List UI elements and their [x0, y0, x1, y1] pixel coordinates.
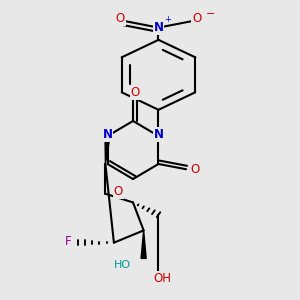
- Text: −: −: [206, 9, 215, 19]
- Text: N: N: [154, 128, 164, 141]
- Text: N: N: [103, 128, 112, 141]
- Text: O: O: [130, 86, 140, 99]
- Text: O: O: [190, 163, 199, 176]
- Polygon shape: [141, 230, 146, 258]
- Text: O: O: [113, 185, 123, 199]
- Text: O: O: [192, 12, 201, 26]
- Text: O: O: [116, 12, 125, 26]
- Text: OH: OH: [153, 272, 171, 285]
- Text: N: N: [154, 21, 164, 34]
- Text: +: +: [164, 15, 171, 24]
- Text: HO: HO: [114, 260, 131, 270]
- Polygon shape: [105, 136, 110, 164]
- Text: F: F: [65, 236, 72, 248]
